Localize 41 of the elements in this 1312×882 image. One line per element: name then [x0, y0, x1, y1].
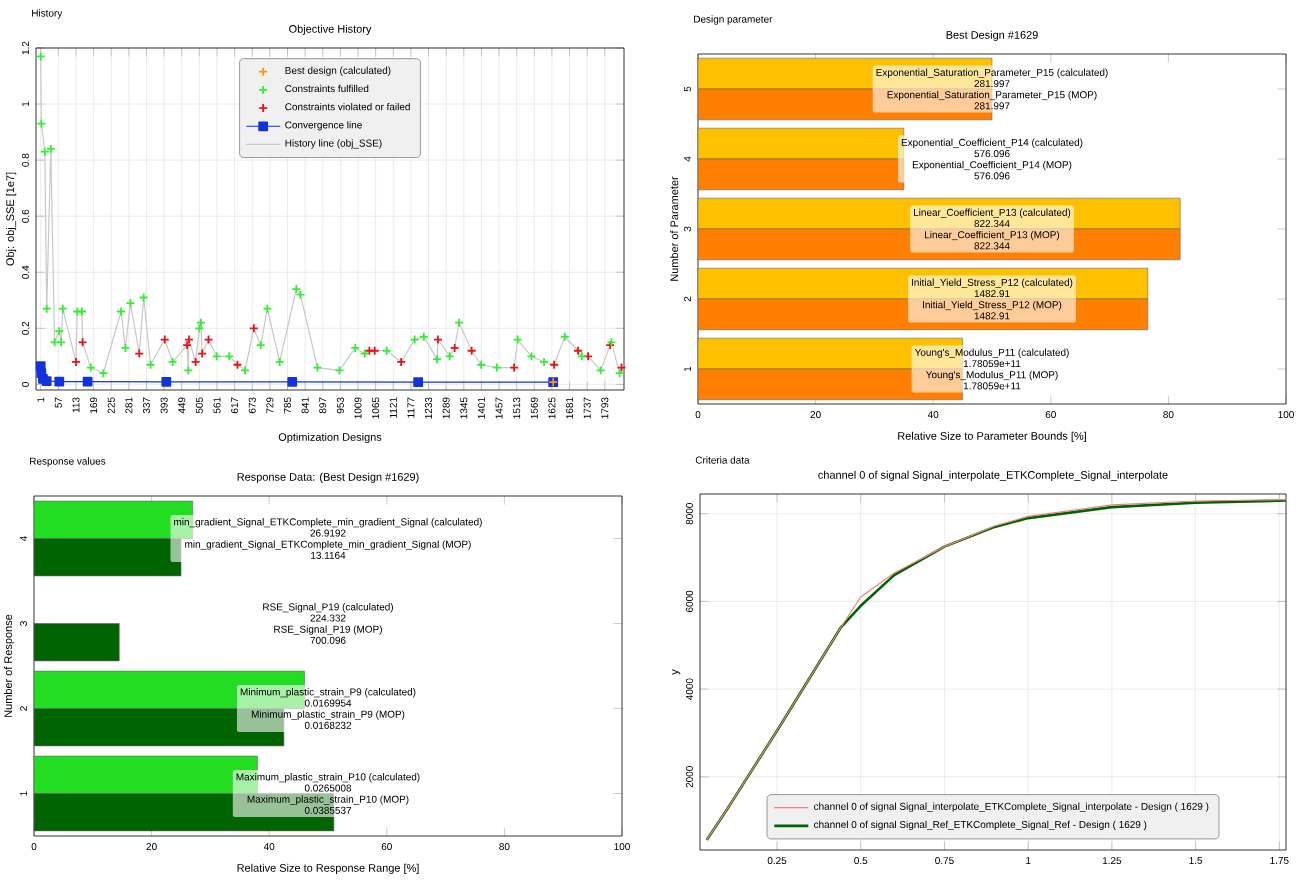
point: [274, 357, 285, 367]
point: [196, 317, 206, 328]
point: [291, 284, 302, 294]
point: [549, 359, 560, 370]
point: [82, 376, 93, 387]
point: [248, 323, 259, 334]
point: [413, 377, 424, 388]
point: [56, 337, 67, 348]
point: [240, 365, 250, 376]
point: [381, 345, 392, 356]
point: [262, 303, 273, 314]
point: [418, 331, 429, 342]
point: [466, 345, 477, 356]
point: [224, 351, 235, 362]
point: [41, 303, 52, 314]
point: [211, 351, 222, 362]
point: [444, 351, 455, 362]
point: [36, 118, 47, 129]
point: [167, 357, 178, 367]
point: [194, 323, 205, 334]
point: [539, 357, 549, 367]
point: [39, 146, 50, 157]
point: [369, 345, 380, 356]
point: [57, 303, 68, 314]
point: [449, 343, 460, 353]
point: [71, 357, 81, 367]
bar: [33, 623, 120, 662]
point: [161, 376, 172, 387]
point: [396, 357, 407, 367]
point: [454, 317, 464, 328]
point: [287, 376, 298, 387]
point: [432, 354, 442, 365]
point: [98, 368, 109, 379]
point: [559, 331, 570, 342]
point: [573, 345, 583, 356]
point: [45, 144, 56, 154]
point: [595, 365, 606, 376]
point: [54, 376, 65, 387]
point: [183, 365, 194, 376]
point: [576, 351, 587, 362]
point: [476, 359, 486, 370]
